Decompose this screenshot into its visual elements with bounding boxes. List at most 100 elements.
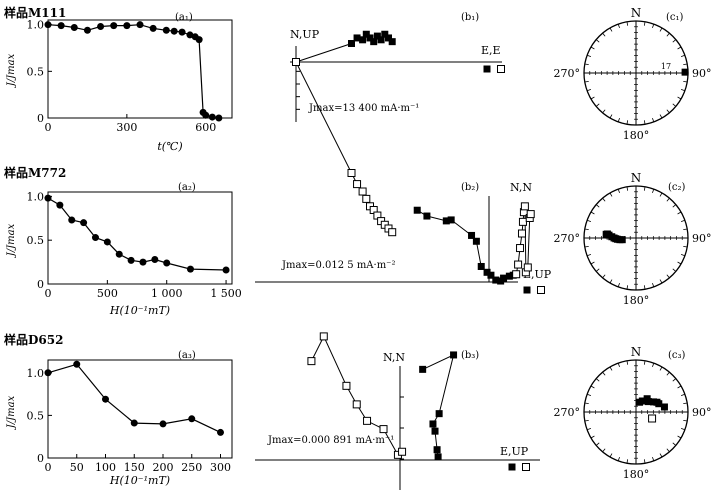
data-point-a1-9 xyxy=(162,26,170,34)
data-point-a2-7 xyxy=(127,256,135,264)
net-rim-tick-c2-210 xyxy=(609,279,613,284)
net-rim-tick-c2-220 xyxy=(602,274,606,279)
direction-s-c1: 180° xyxy=(623,129,650,142)
x-tick-label-a3-5: 250 xyxy=(181,461,202,474)
data-point-a2-5 xyxy=(103,238,111,246)
vector-point-b3-1-4 xyxy=(363,416,372,425)
net-rim-tick-c1-320 xyxy=(602,32,606,37)
data-point-a2-12 xyxy=(222,266,230,274)
net-rim-tick-c2-30 xyxy=(659,192,663,197)
net-rim-tick-c2-100 xyxy=(683,245,688,248)
net-rim-tick-c3-80 xyxy=(683,402,688,405)
chart-b3: (b₃) N,N E,UP Jmax=0.000 891 mA·m⁻¹ xyxy=(255,332,540,490)
vector-point-b2-1-1 xyxy=(514,260,523,269)
vector-point-b3-0-3 xyxy=(429,420,437,428)
vector-point-b2-1-10 xyxy=(526,210,535,219)
axis-end-filled-b1 xyxy=(483,65,491,73)
net-rim-tick-c3-220 xyxy=(602,448,606,453)
data-point-a3-5 xyxy=(188,415,196,423)
x-tick-label-a2-0: 0 xyxy=(45,287,52,300)
x-tick-label-a3-6: 300 xyxy=(210,461,231,474)
data-point-a1-3 xyxy=(83,26,91,34)
vector-point-b2-0-8 xyxy=(487,271,495,279)
vector-point-b2-1-3 xyxy=(517,229,526,238)
net-rim-tick-c3-30 xyxy=(659,366,663,371)
chart-b1: (b₁) N,UP E,E Jmax=13 400 mA·m⁻¹ xyxy=(290,12,505,237)
net-rim-tick-c3-130 xyxy=(672,442,677,446)
net-rim-tick-c3-150 xyxy=(659,453,663,458)
data-point-a2-2 xyxy=(68,216,76,224)
net-rim-tick-c2-280 xyxy=(584,228,589,231)
ylabel-a1: J/Jmax xyxy=(6,53,17,88)
vector-point-b1-0-3 xyxy=(359,36,367,44)
x-tick-label-a1-1: 300 xyxy=(116,121,137,134)
net-rim-tick-c2-230 xyxy=(595,268,600,272)
vector-point-b2-0-11 xyxy=(500,274,508,282)
net-rim-tick-c2-350 xyxy=(626,186,629,191)
net-rim-tick-c1-20 xyxy=(652,23,655,29)
chart-a3: (a₃) H(10⁻¹mT) J/Jmax 0 50 100 150 200 250 300… xyxy=(6,350,233,487)
stereonet-c3: (c₃) N 270° 90° 180° xyxy=(554,345,712,481)
net-rim-tick-c3-70 xyxy=(680,393,686,396)
net-rim-tick-c3-310 xyxy=(595,378,600,382)
panel-label-a2: (a₂) xyxy=(178,182,196,193)
ylabel-a3: J/Jmax xyxy=(6,395,17,430)
direction-point-c3-0-6 xyxy=(655,400,663,408)
vector-point-b1-1-0 xyxy=(292,58,300,66)
vector-point-b1-0-9 xyxy=(381,30,389,38)
net-rim-tick-c3-140 xyxy=(666,448,670,453)
net-rim-tick-c1-230 xyxy=(595,103,600,107)
direction-n-c1: N xyxy=(631,6,642,20)
data-point-a1-18 xyxy=(215,114,223,122)
vector-point-b1-0-10 xyxy=(385,34,392,42)
x-tick-label-a3-1: 50 xyxy=(70,461,84,474)
plot-frame-a1 xyxy=(47,19,233,119)
x-tick-label-a2-3: 1 500 xyxy=(210,287,242,300)
net-rim-tick-c1-120 xyxy=(677,96,682,100)
net-rim-tick-c2-150 xyxy=(659,279,663,284)
net-rim-tick-c3-250 xyxy=(586,428,592,431)
vector-point-b1-0-6 xyxy=(370,38,378,46)
vector-point-b1-1-11 xyxy=(388,228,397,237)
vector-point-b1-0-7 xyxy=(373,32,381,40)
annotation-b1: Jmax=13 400 mA·m⁻¹ xyxy=(308,103,419,114)
vector-point-b1-0-1 xyxy=(348,40,355,47)
direction-e-c3: 90° xyxy=(692,406,712,419)
net-rim-tick-c1-290 xyxy=(586,54,592,57)
vector-point-b1-0-11 xyxy=(388,38,396,46)
net-rim-tick-c2-260 xyxy=(584,245,589,248)
data-point-a3-0 xyxy=(44,369,52,377)
net-rim-tick-c3-230 xyxy=(595,442,600,446)
net-rim-tick-c3-280 xyxy=(584,402,589,405)
vector-point-b2-0-9 xyxy=(492,276,500,284)
net-rim-tick-c1-300 xyxy=(590,46,595,50)
vector-point-b2-0-7 xyxy=(483,268,491,276)
x-tick-label-a3-2: 100 xyxy=(95,461,116,474)
axis-end-label-b3: E,UP xyxy=(500,445,529,458)
vector-point-b1-1-2 xyxy=(353,180,362,189)
vector-point-b1-1-4 xyxy=(362,194,371,203)
net-rim-tick-c1-190 xyxy=(626,120,629,125)
y-tick-label-a3-2: 1.0 xyxy=(27,367,45,380)
net-rim-tick-c3-190 xyxy=(626,459,629,464)
x-tick-label-a3-4: 200 xyxy=(153,461,174,474)
direction-point-c3-0-1 xyxy=(638,397,646,405)
vector-point-b2-1-0 xyxy=(512,270,521,279)
net-rim-tick-c3-260 xyxy=(584,419,589,422)
vector-point-b2-0-3 xyxy=(447,216,455,224)
direction-s-c3: 180° xyxy=(623,468,650,481)
data-point-a2-1 xyxy=(56,201,64,209)
axis-end-filled-b2 xyxy=(523,286,531,294)
net-rim-tick-c2-120 xyxy=(677,261,682,265)
data-point-a3-4 xyxy=(159,420,167,428)
net-rim-tick-c2-240 xyxy=(590,261,595,265)
panel-label-a1: (a₁) xyxy=(175,12,193,23)
xlabel-a2: H(10⁻¹mT) xyxy=(109,304,170,317)
xlabel-a3: H(10⁻¹mT) xyxy=(109,474,170,487)
vector-point-b1-0-8 xyxy=(377,36,385,44)
ylabel-a2: J/Jmax xyxy=(6,223,17,258)
vector-point-b2-0-5 xyxy=(472,237,480,245)
y-tick-label-a1-2: 1.0 xyxy=(27,19,45,32)
chart-b2: (b₂) N,N E,UP Jmax=0.012 5 mA·m⁻² xyxy=(255,181,552,294)
